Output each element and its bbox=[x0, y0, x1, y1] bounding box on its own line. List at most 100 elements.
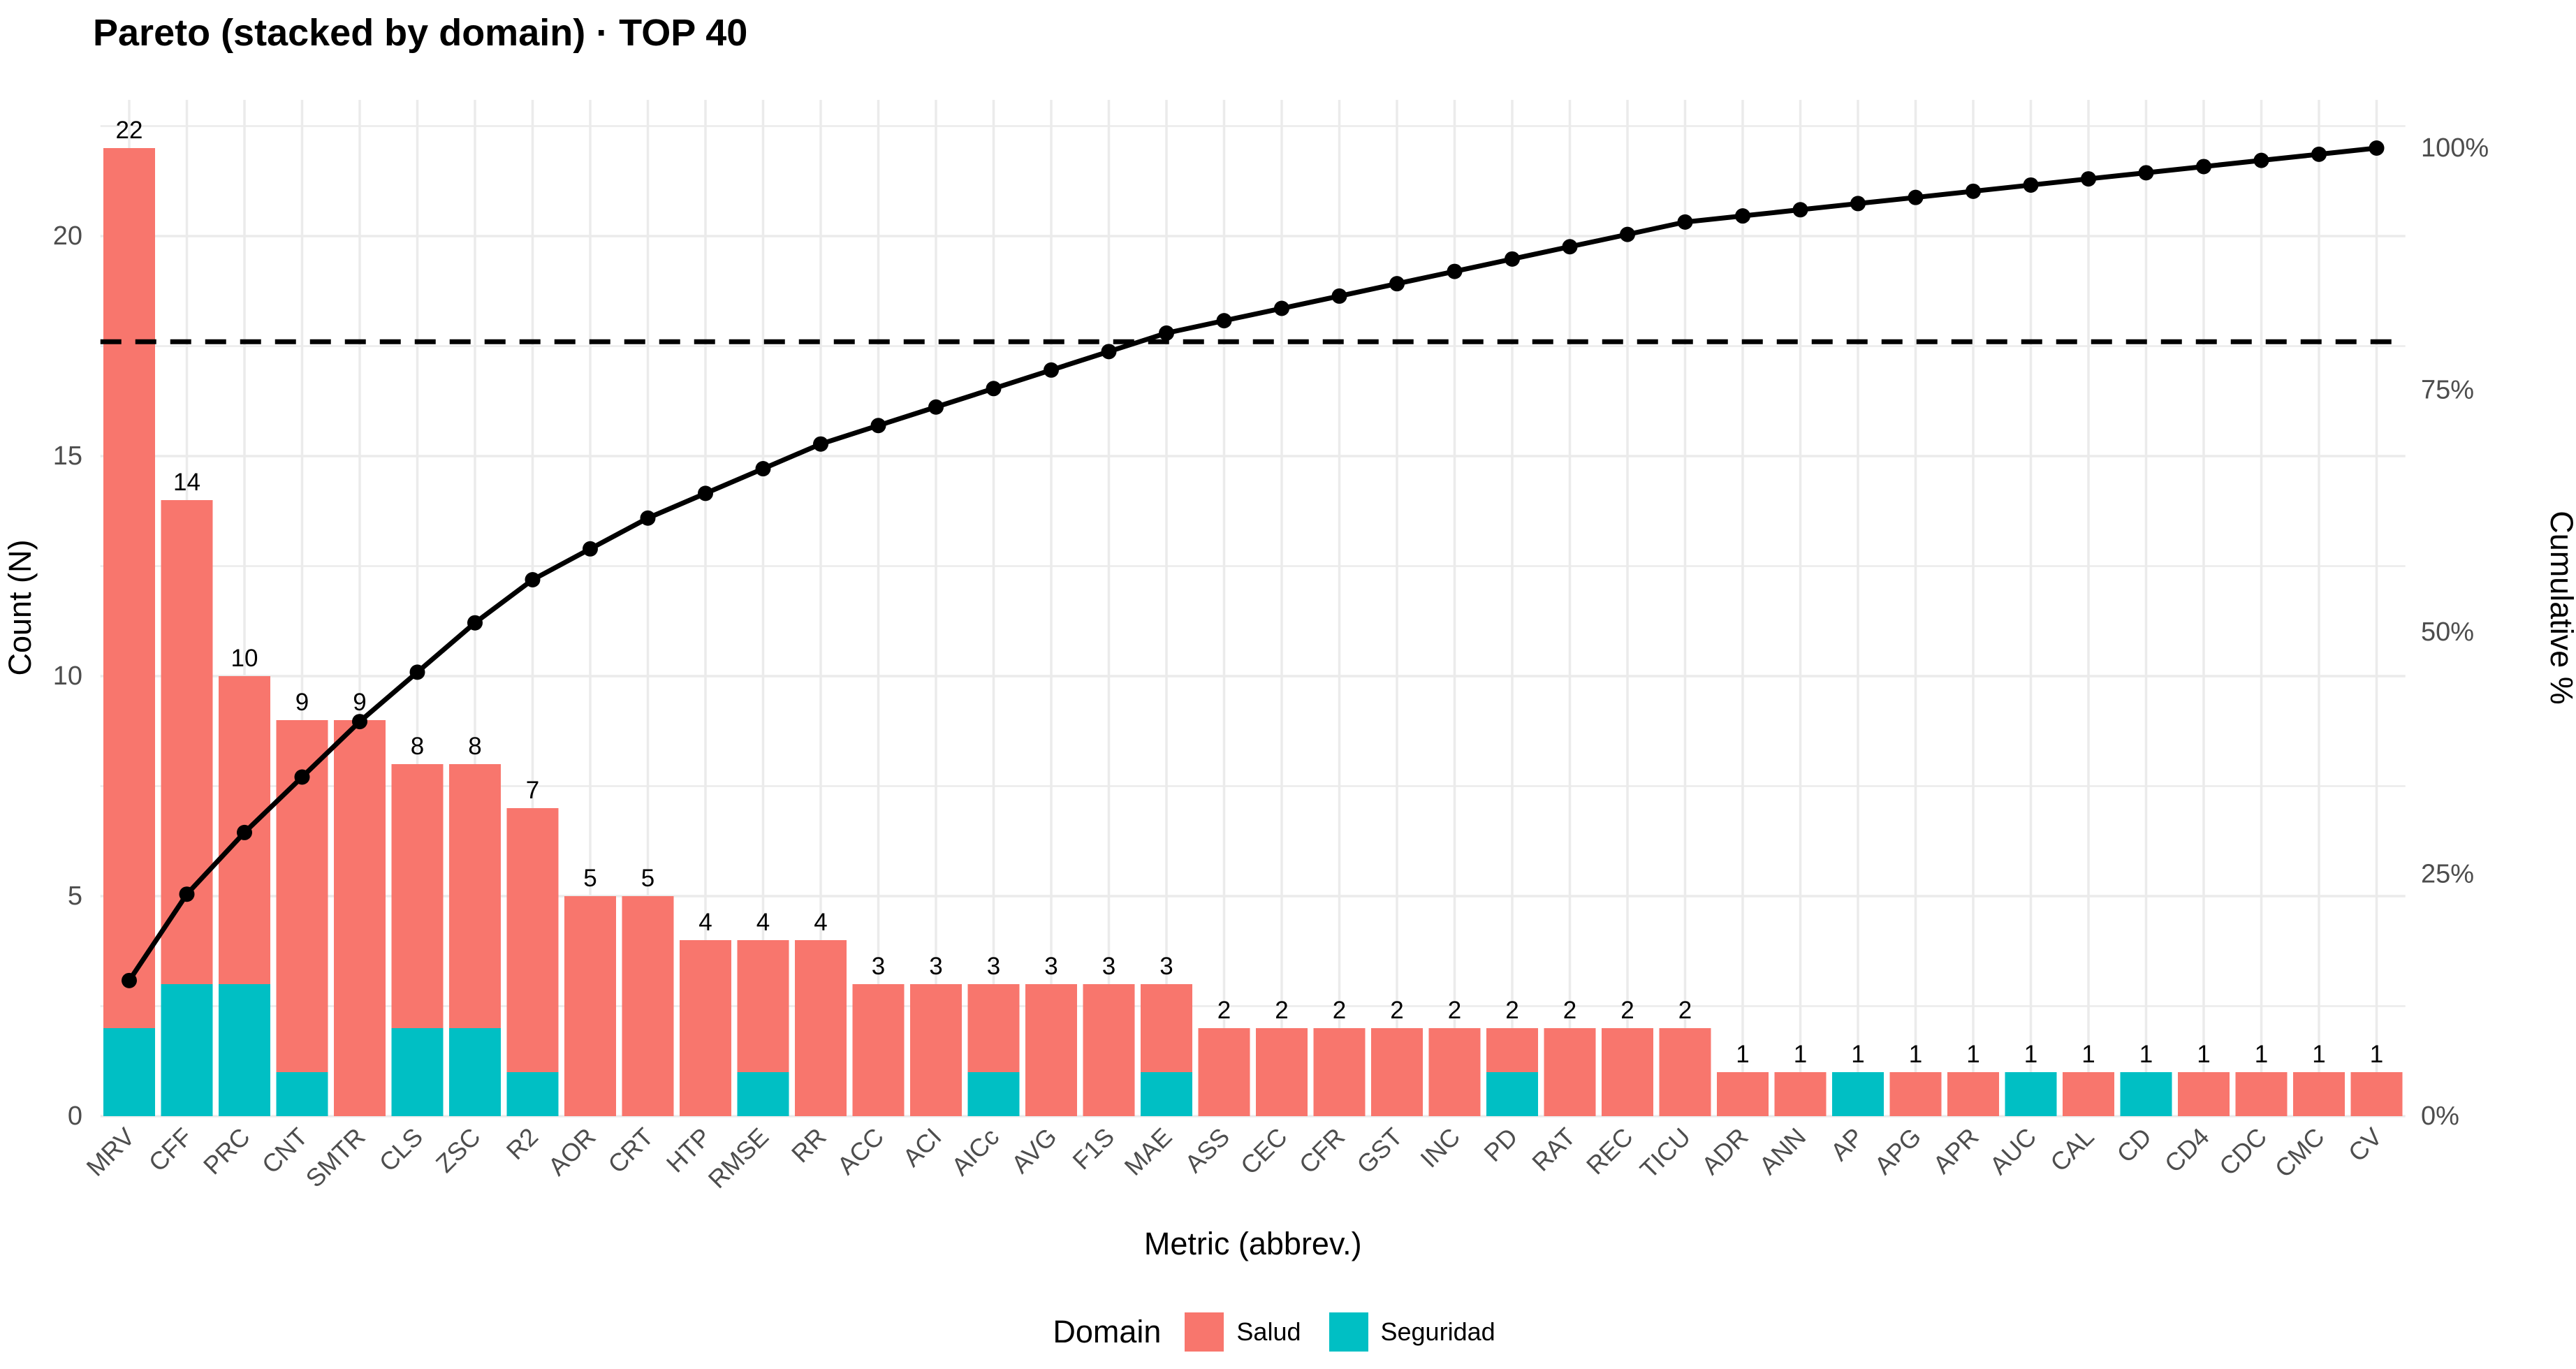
bar-value-label-ZSC: 8 bbox=[468, 733, 481, 760]
y-left-tick-label: 10 bbox=[53, 661, 82, 691]
bar-value-label-MRV: 22 bbox=[116, 117, 143, 144]
bar-value-label-CMC: 1 bbox=[2312, 1041, 2325, 1068]
cumulative-point-CD bbox=[2138, 165, 2154, 181]
bar-segment-salud-CRT bbox=[622, 896, 674, 1116]
bar-segment-salud-CLS bbox=[391, 764, 444, 1028]
bar-segment-salud-HTP bbox=[680, 940, 731, 1116]
bar-segment-salud-MRV bbox=[103, 148, 155, 1028]
x-tick-label-ZSC: ZSC bbox=[430, 1122, 486, 1178]
bar-segment-salud-SMTR bbox=[334, 720, 386, 1116]
x-tick-label-ASS: ASS bbox=[1179, 1122, 1235, 1178]
bar-segment-salud-RMSE bbox=[737, 940, 789, 1072]
bar-segment-salud-CV bbox=[2350, 1072, 2403, 1116]
x-tick-label-ACI: ACI bbox=[897, 1122, 946, 1172]
bar-segment-salud-AICc bbox=[967, 984, 1020, 1072]
cumulative-point-REC bbox=[1620, 226, 1635, 242]
bar-value-label-ACC: 3 bbox=[872, 953, 885, 980]
bar-segment-salud-F1S bbox=[1083, 984, 1135, 1116]
x-tick-label-AVG: AVG bbox=[1006, 1122, 1062, 1179]
bar-segment-salud-MAE bbox=[1141, 984, 1192, 1072]
cumulative-point-INC bbox=[1447, 263, 1463, 279]
bar-value-label-PRC: 10 bbox=[231, 645, 258, 672]
cumulative-point-CAL bbox=[2081, 171, 2096, 187]
x-tick-label-ADR: ADR bbox=[1696, 1122, 1754, 1180]
bar-segment-seguridad-MAE bbox=[1141, 1072, 1192, 1116]
x-tick-label-PD: PD bbox=[1478, 1122, 1523, 1167]
cumulative-point-ACI bbox=[928, 399, 944, 415]
axis-title-x: Metric (abbrev.) bbox=[1144, 1226, 1362, 1261]
cumulative-point-CRT bbox=[640, 510, 656, 526]
bar-segment-seguridad-CNT bbox=[276, 1072, 328, 1116]
bar-segment-salud-CDC bbox=[2235, 1072, 2288, 1116]
bar-segment-seguridad-AP bbox=[1832, 1072, 1884, 1116]
bar-value-label-CRT: 5 bbox=[641, 865, 654, 892]
x-tick-label-AP: AP bbox=[1825, 1122, 1869, 1166]
bar-segment-salud-INC bbox=[1428, 1028, 1481, 1116]
cumulative-point-CLS bbox=[409, 664, 425, 680]
x-tick-label-CFF: CFF bbox=[143, 1122, 198, 1177]
bar-value-label-ACI: 3 bbox=[929, 953, 942, 980]
bar-value-label-REC: 2 bbox=[1620, 997, 1634, 1024]
bar-value-label-APG: 1 bbox=[1909, 1041, 1922, 1068]
cumulative-point-AP bbox=[1850, 196, 1866, 212]
cumulative-point-ZSC bbox=[467, 615, 483, 631]
y-left-tick-label: 20 bbox=[53, 221, 82, 251]
x-tick-label-ANN: ANN bbox=[1753, 1122, 1811, 1180]
bar-segment-seguridad-R2 bbox=[506, 1072, 559, 1116]
y-left-tick-label: 5 bbox=[68, 881, 82, 911]
bar-value-label-AP: 1 bbox=[1851, 1041, 1864, 1068]
bar-segment-salud-APR bbox=[1947, 1072, 1999, 1116]
bar-segment-seguridad-PD bbox=[1486, 1072, 1538, 1116]
x-tick-label-F1S: F1S bbox=[1067, 1122, 1120, 1176]
bar-segment-seguridad-PRC bbox=[219, 984, 270, 1116]
bar-value-label-CDC: 1 bbox=[2255, 1041, 2268, 1068]
cumulative-point-SMTR bbox=[352, 714, 367, 730]
bar-value-label-ANN: 1 bbox=[1794, 1041, 1807, 1068]
x-tick-label-CRT: CRT bbox=[602, 1122, 659, 1179]
y-right-tick-label: 50% bbox=[2421, 617, 2474, 647]
bar-segment-salud-CD4 bbox=[2178, 1072, 2230, 1116]
cumulative-point-CMC bbox=[2311, 146, 2327, 162]
bar-segment-salud-ADR bbox=[1717, 1072, 1769, 1116]
bar-segment-salud-ASS bbox=[1198, 1028, 1250, 1116]
cumulative-point-APR bbox=[1966, 183, 1981, 199]
bar-segment-salud-APG bbox=[1889, 1072, 1942, 1116]
legend-title: Domain bbox=[1053, 1314, 1162, 1349]
x-tick-label-PRC: PRC bbox=[198, 1122, 256, 1180]
cumulative-point-MAE bbox=[1159, 325, 1174, 341]
cumulative-line bbox=[126, 145, 2379, 983]
bar-value-label-PD: 2 bbox=[1505, 997, 1518, 1024]
cumulative-point-AICc bbox=[986, 381, 1002, 397]
x-tick-label-REC: REC bbox=[1581, 1122, 1639, 1180]
bar-value-label-AOR: 5 bbox=[583, 865, 597, 892]
cumulative-point-MRV bbox=[122, 972, 137, 988]
bar-value-label-HTP: 4 bbox=[698, 909, 712, 936]
bar-segment-salud-AOR bbox=[564, 896, 616, 1116]
bar-value-label-APR: 1 bbox=[1966, 1041, 1979, 1068]
y-right-tick-label: 25% bbox=[2421, 860, 2474, 889]
y-left-tick-label: 15 bbox=[53, 441, 82, 471]
bar-segment-seguridad-AICc bbox=[967, 1072, 1020, 1116]
cumulative-point-CV bbox=[2369, 140, 2385, 156]
cumulative-point-AUC bbox=[2023, 177, 2039, 193]
legend-label: Seguridad bbox=[1380, 1317, 1495, 1346]
cumulative-point-RR bbox=[813, 436, 828, 452]
x-tick-label-RAT: RAT bbox=[1526, 1122, 1581, 1177]
bar-value-label-ADR: 1 bbox=[1736, 1041, 1749, 1068]
x-tick-label-AUC: AUC bbox=[1984, 1122, 2042, 1180]
x-tick-label-R2: R2 bbox=[501, 1122, 544, 1166]
cumulative-point-TICU bbox=[1677, 214, 1693, 230]
bar-segment-seguridad-CLS bbox=[391, 1028, 444, 1116]
bar-segment-salud-REC bbox=[1602, 1028, 1653, 1116]
legend-swatch-salud bbox=[1185, 1312, 1224, 1352]
bar-value-label-CLS: 8 bbox=[411, 733, 424, 760]
bar-value-label-CFR: 2 bbox=[1333, 997, 1346, 1024]
bar-segment-salud-PD bbox=[1486, 1028, 1538, 1072]
bar-value-label-CD: 1 bbox=[2139, 1041, 2153, 1068]
bar-segment-salud-RR bbox=[795, 940, 847, 1116]
legend: Domain Salud Seguridad bbox=[0, 1301, 2576, 1363]
bar-segment-salud-ANN bbox=[1774, 1072, 1827, 1116]
y-right-tick-label: 75% bbox=[2421, 376, 2474, 405]
cumulative-point-ASS bbox=[1216, 313, 1232, 329]
